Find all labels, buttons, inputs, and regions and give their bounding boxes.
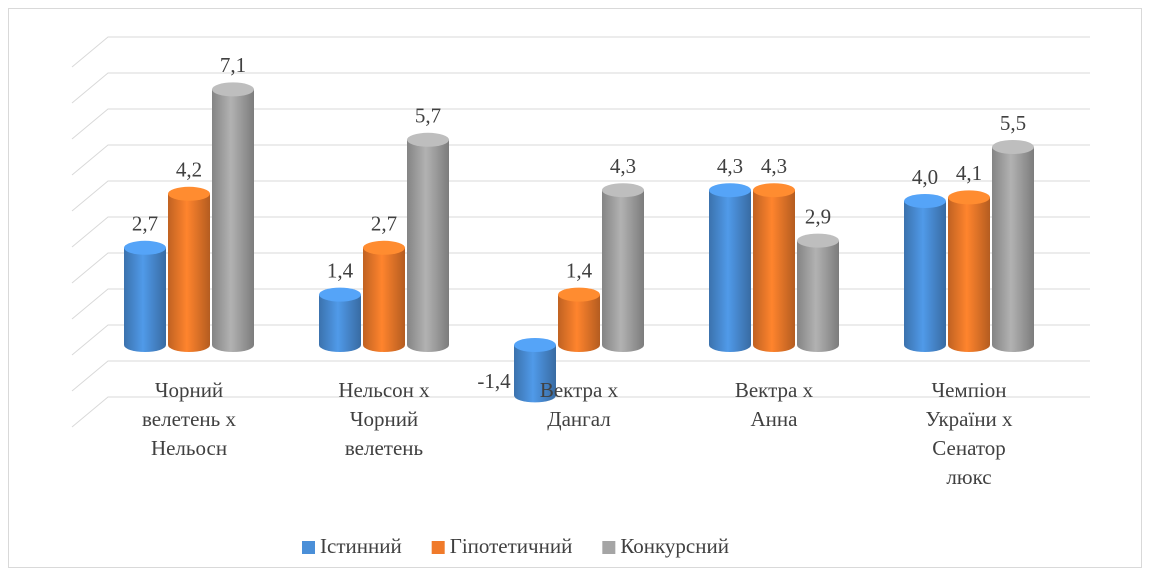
bar [904, 194, 946, 352]
bar-top [602, 183, 644, 198]
bar [363, 240, 405, 352]
bar-body [602, 190, 644, 352]
value-label: 7,1 [220, 53, 246, 77]
bar [168, 186, 210, 352]
bar-body [992, 147, 1034, 352]
value-label: 1,4 [327, 258, 354, 282]
bar-top [212, 82, 254, 97]
legend-label: Гіпотетичний [450, 534, 573, 558]
legend-label: Конкурсний [620, 534, 729, 558]
grid-line [71, 396, 1090, 428]
bar-top [124, 240, 166, 255]
bar-body [363, 247, 405, 352]
bar [514, 338, 556, 403]
bar [753, 183, 795, 352]
bar-body [709, 190, 751, 352]
grid-line [71, 72, 1090, 104]
value-label: 4,1 [956, 161, 982, 185]
bar-top [797, 233, 839, 248]
x-tick-label: велетень х [142, 407, 236, 431]
x-tick-label: Нельосн [151, 436, 227, 460]
value-label: 1,4 [566, 258, 593, 282]
bar-top [948, 190, 990, 205]
bar-top [407, 132, 449, 147]
bar [992, 140, 1034, 352]
bar-top [168, 186, 210, 201]
grid-line [71, 144, 1090, 176]
bar [602, 183, 644, 352]
bar-body [212, 89, 254, 353]
bar-body [558, 294, 600, 352]
bar-top [992, 140, 1034, 154]
legend: Істинний Гіпотетичний Конкурсний [302, 534, 729, 558]
x-tick-label: Вектра х [735, 378, 814, 402]
bar-top [514, 338, 556, 352]
x-tick-label: Нельсон х [338, 378, 430, 402]
x-tick-label: Чорний [155, 378, 223, 402]
value-label: 2,7 [132, 212, 158, 236]
value-label: 5,5 [1000, 111, 1026, 135]
bar [948, 190, 990, 352]
bar [407, 132, 449, 352]
bar-top [709, 183, 751, 198]
x-tick-label: Анна [751, 407, 799, 431]
x-tick-label: велетень [345, 436, 423, 460]
x-tick-label: Сенатор [932, 436, 1006, 460]
bar [212, 82, 254, 353]
value-label: 2,7 [371, 212, 397, 236]
x-tick-label: України х [925, 407, 1013, 431]
bar-body [753, 190, 795, 352]
legend-swatch [602, 541, 616, 554]
bar-top [904, 194, 946, 208]
bar-body [797, 240, 839, 352]
x-tick-label: Чорний [350, 407, 418, 431]
value-label: 4,3 [717, 154, 743, 178]
value-label: 2,9 [805, 204, 831, 228]
value-label: 4,3 [610, 154, 636, 178]
grid-line [71, 36, 1090, 68]
value-label: -1,4 [477, 369, 511, 393]
x-tick-label: Чемпіон [931, 378, 1006, 402]
bar [709, 183, 751, 352]
bar-body [168, 193, 210, 352]
grid-line [71, 360, 1090, 392]
bar-body [948, 197, 990, 352]
bar-body [514, 345, 556, 403]
bar-body [904, 201, 946, 352]
bar-top [319, 287, 361, 302]
value-label: 5,7 [415, 104, 441, 128]
legend-label: Істинний [320, 534, 402, 558]
value-label: 4,3 [761, 154, 787, 178]
bar-top [753, 183, 795, 198]
x-tick-label: Вектра х [540, 378, 619, 402]
bar-top [363, 240, 405, 255]
bar-body [407, 139, 449, 352]
legend-swatch [302, 541, 315, 554]
bar [124, 240, 166, 352]
bar [797, 233, 839, 352]
bar-body [319, 294, 361, 352]
bar [558, 287, 600, 352]
legend-swatch [431, 541, 445, 554]
grid-line [71, 108, 1090, 140]
value-label: 4,0 [912, 165, 938, 189]
bar [319, 287, 361, 352]
x-tick-label: люкс [946, 465, 991, 489]
x-tick-label: Дангал [547, 407, 610, 431]
value-label: 4,2 [176, 158, 202, 182]
bar-body [124, 247, 166, 352]
grid-line [71, 180, 1090, 212]
bar-top [558, 287, 600, 302]
